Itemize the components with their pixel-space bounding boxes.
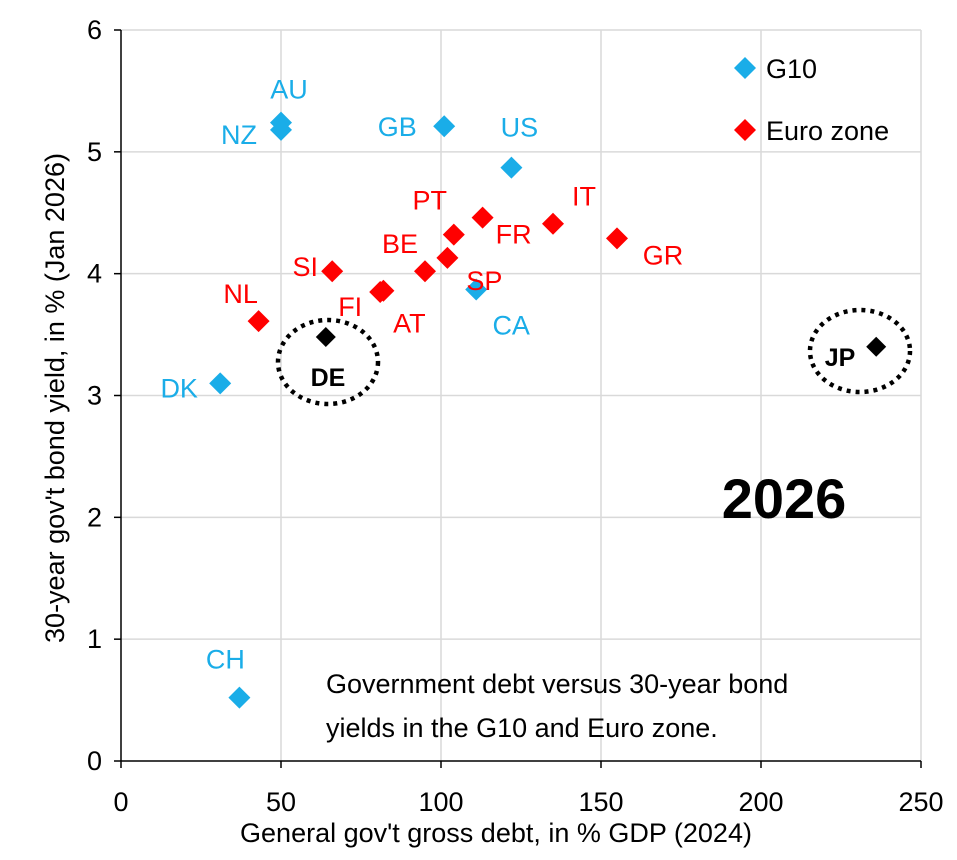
x-tick-label: 100 <box>418 787 463 817</box>
point-it <box>542 212 564 235</box>
gridlines <box>121 29 922 761</box>
point-ca <box>465 278 488 301</box>
chart-note-line-2: yields in the G10 and Euro zone. <box>326 713 718 743</box>
y-tick-label: 2 <box>87 502 102 532</box>
chart-note-line-1: Government debt versus 30-year bond <box>326 669 788 699</box>
y-tick-label: 5 <box>87 137 102 167</box>
label-de: DE <box>311 364 346 392</box>
legend-label-euro-zone: Euro zone <box>766 116 889 146</box>
highlight-circle-jp <box>807 307 913 395</box>
x-tick-label: 250 <box>898 787 943 817</box>
y-tick-label: 6 <box>87 15 102 45</box>
x-axis-title: General gov't gross debt, in % GDP (2024… <box>240 818 752 848</box>
data-points <box>209 111 887 709</box>
point-us <box>500 156 523 179</box>
y-tick-label: 4 <box>87 259 102 289</box>
tick-labels: 0 50 100 150 200 250 0 1 2 3 4 5 6 <box>87 15 944 817</box>
label-gr: GR <box>643 240 684 270</box>
x-tick-label: 0 <box>113 787 128 817</box>
x-tick-label: 200 <box>738 787 783 817</box>
y-axis-title: 30-year gov't bond yield, in % (Jan 2026… <box>40 153 70 643</box>
y-tick-label: 1 <box>87 624 102 654</box>
legend-marker-euro-zone <box>734 119 756 141</box>
legend-marker-g10 <box>734 57 756 79</box>
x-tick-label: 150 <box>578 787 623 817</box>
point-jp <box>866 336 887 357</box>
y-tick-label: 0 <box>87 746 102 776</box>
x-tick-label: 50 <box>266 787 296 817</box>
label-us: US <box>501 113 539 143</box>
point-de <box>315 327 336 348</box>
y-tick-label: 3 <box>87 381 102 411</box>
point-dk <box>209 372 232 395</box>
label-pt: PT <box>413 186 448 216</box>
label-ca: CA <box>492 311 530 341</box>
point-nz <box>270 118 292 141</box>
point-sp <box>436 246 459 269</box>
year-annotation: 2026 <box>722 467 847 530</box>
legend-label-g10: G10 <box>766 54 817 84</box>
label-au: AU <box>270 75 308 105</box>
label-be: BE <box>382 229 418 259</box>
point-fi <box>369 280 392 303</box>
label-nl: NL <box>223 279 258 309</box>
label-at: AT <box>393 309 426 339</box>
axes <box>114 29 922 768</box>
label-sp: SP <box>466 266 502 296</box>
label-ch: CH <box>206 645 245 675</box>
point-si <box>321 260 344 283</box>
label-fi: FI <box>338 292 362 322</box>
point-gr <box>606 227 628 250</box>
label-dk: DK <box>160 373 198 403</box>
label-gb: GB <box>378 112 417 142</box>
point-fr <box>471 206 494 229</box>
point-gb <box>433 115 456 138</box>
highlight-circle-de <box>275 317 381 407</box>
point-pt <box>442 223 465 246</box>
label-it: IT <box>572 182 596 212</box>
label-si: SI <box>292 252 318 282</box>
label-fr: FR <box>496 220 532 250</box>
label-nz: NZ <box>221 120 257 150</box>
point-be <box>414 260 436 283</box>
point-labels: AU NZ GB US CA DK CH IT GR FR PT SP BE AT FI SI NL DE JP <box>160 75 855 675</box>
legend: G10 Euro zone <box>734 54 889 146</box>
label-jp: JP <box>825 344 856 372</box>
point-nl <box>247 310 270 333</box>
highlight-circles <box>275 307 913 407</box>
point-ch <box>228 686 251 709</box>
